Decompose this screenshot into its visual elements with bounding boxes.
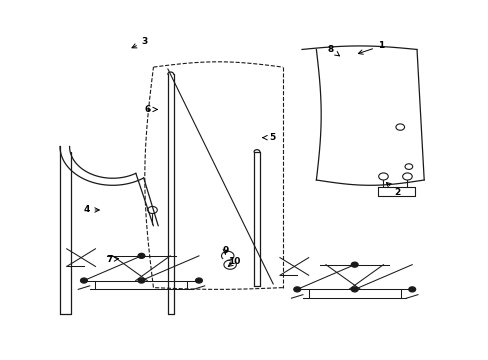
- Text: 6: 6: [144, 105, 157, 114]
- Text: 4: 4: [83, 206, 99, 215]
- Text: 7: 7: [106, 255, 118, 264]
- Circle shape: [81, 278, 87, 283]
- Circle shape: [408, 287, 415, 292]
- Circle shape: [138, 253, 144, 258]
- Text: 1: 1: [358, 41, 384, 54]
- Circle shape: [351, 262, 357, 267]
- Circle shape: [138, 278, 144, 283]
- Text: 3: 3: [132, 37, 148, 48]
- Circle shape: [351, 287, 357, 292]
- Text: 9: 9: [222, 246, 228, 255]
- Circle shape: [293, 287, 300, 292]
- Text: 8: 8: [327, 45, 339, 56]
- Text: 10: 10: [227, 257, 240, 266]
- Circle shape: [195, 278, 202, 283]
- Text: 2: 2: [386, 183, 400, 197]
- Text: 5: 5: [262, 133, 275, 142]
